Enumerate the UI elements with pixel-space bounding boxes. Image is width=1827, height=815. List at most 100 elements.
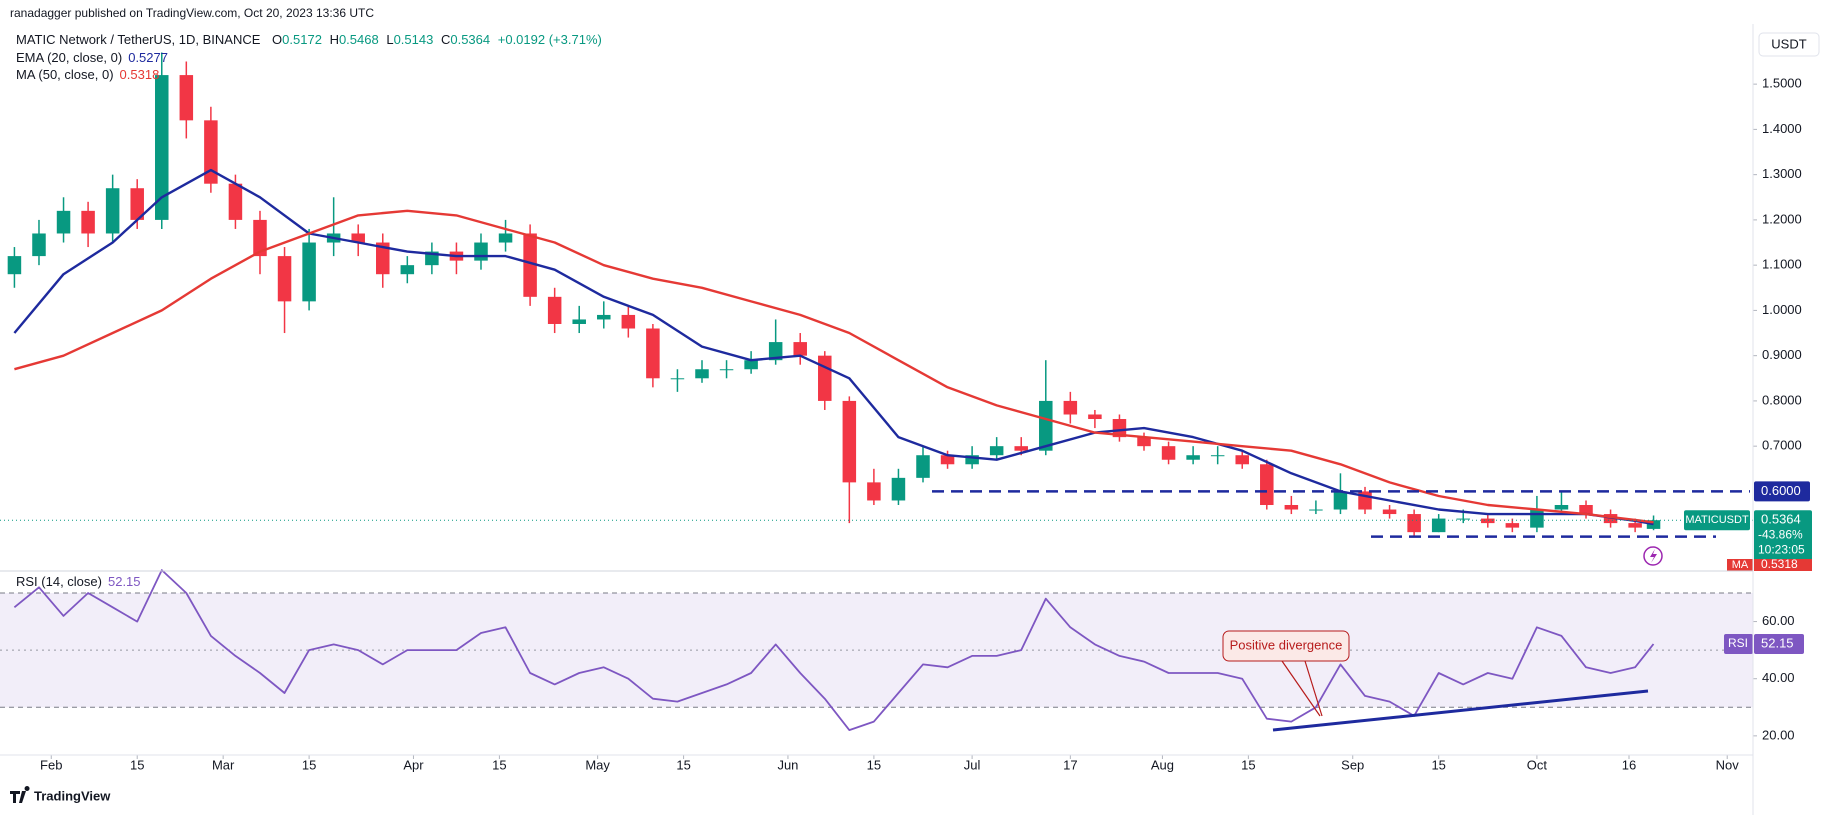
candle-body: [547, 296, 562, 324]
x-tick-label: 15: [676, 757, 690, 772]
y-tick-label: 0.8000: [1762, 392, 1802, 407]
y-tick-label: 1.4000: [1762, 121, 1802, 136]
alert-icon[interactable]: [1643, 546, 1663, 566]
rsi-value-tag: [1754, 634, 1804, 654]
x-tick-label: 15: [1431, 757, 1445, 772]
ma-tag-label: MA: [1732, 559, 1749, 571]
candle-body: [1382, 509, 1397, 515]
candle-body: [1161, 446, 1176, 460]
ohlc-key: H: [330, 32, 339, 47]
candle-body: [474, 242, 488, 261]
candle-body: [842, 400, 857, 483]
ohlc-key: L: [386, 32, 393, 47]
ema-name: EMA (20, close, 0): [16, 50, 122, 65]
symbol-tag-label: MATICUSDT: [1685, 514, 1749, 526]
candle-body: [1112, 419, 1127, 438]
level-tag-label: 0.6000: [1761, 483, 1801, 498]
candle-body: [155, 75, 169, 220]
candle-body: [744, 360, 758, 370]
candle-body: [621, 314, 636, 329]
publish-info: ranadagger published on TradingView.com,…: [10, 6, 374, 20]
x-tick-label: Jun: [777, 757, 798, 772]
candle-body: [768, 342, 783, 361]
candle-body: [1014, 446, 1028, 451]
currency-button[interactable]: [1758, 32, 1820, 57]
y-tick-label: 1.0000: [1762, 302, 1802, 317]
price-tag-change: -43.86%: [1758, 527, 1803, 541]
ma-value-tag: [1754, 559, 1812, 571]
candle-body: [572, 319, 586, 324]
price-tag-price: 0.5364: [1761, 512, 1801, 527]
plot-layer: 0.7000 0.8000 0.9000 1.0000 1.1000 1.2000 1.30…: [0, 52, 1812, 772]
candle-body: [400, 265, 415, 275]
candle-body: [646, 328, 660, 379]
level-tag: [1754, 481, 1810, 502]
y-tick-label: 40.00: [1762, 670, 1795, 685]
ohlc-key: C: [441, 32, 450, 47]
candle-body: [1505, 523, 1520, 528]
rsi-value-tag-label: 52.15: [1761, 635, 1794, 650]
ohlc-value: 0.5468: [339, 32, 379, 47]
footer-brand: TradingView: [34, 788, 111, 803]
x-tick-label: 15: [867, 757, 881, 772]
rsi-name: RSI (14, close): [16, 574, 102, 589]
candle-body: [277, 256, 292, 302]
annotation-text: Positive divergence: [1230, 637, 1343, 652]
candle-body: [1646, 520, 1661, 529]
ema-legend: EMA (20, close, 0) 0.5277: [16, 50, 168, 65]
candle-body: [1088, 414, 1102, 420]
candle-body: [302, 242, 316, 302]
candle-body: [719, 369, 734, 371]
candle-body: [818, 355, 832, 401]
candle-body: [1407, 514, 1421, 533]
x-tick-label: Oct: [1527, 757, 1548, 772]
ohlc-key: O: [272, 32, 282, 47]
ohlc-value: 0.5143: [394, 32, 434, 47]
price-tag-countdown: 10:23:05: [1758, 542, 1805, 556]
ma-value-label: 0.5318: [1761, 557, 1798, 571]
alert-bolt: [1650, 549, 1657, 563]
candle-body: [1309, 509, 1323, 511]
x-tick-label: Jul: [964, 757, 981, 772]
line-series: [14, 209, 1654, 524]
x-tick-label: 16: [1622, 757, 1636, 772]
x-tick-label: Apr: [403, 757, 424, 772]
ohlc-value: 0.5172: [282, 32, 322, 47]
y-tick-label: 1.1000: [1762, 257, 1802, 272]
candle-body: [891, 477, 906, 501]
candle-body: [670, 378, 685, 380]
y-tick-label: 0.7000: [1762, 438, 1802, 453]
rsi-name-tag-label: RSI: [1728, 636, 1748, 650]
y-tick-label: 1.2000: [1762, 211, 1802, 226]
candle-body: [916, 455, 930, 478]
candle-body: [1554, 505, 1569, 510]
candle-body: [695, 369, 709, 379]
candle-body: [965, 455, 979, 465]
candle-body: [1628, 523, 1642, 528]
y-tick-label: 60.00: [1762, 613, 1795, 628]
x-tick-label: 17: [1063, 757, 1077, 772]
candle-body: [105, 188, 120, 234]
candle-body: [1456, 518, 1470, 520]
candle-body: [989, 446, 1004, 456]
ma-legend: MA (50, close, 0) 0.5318: [16, 67, 159, 82]
currency-label[interactable]: USDT: [1771, 36, 1806, 51]
candle-body: [793, 342, 807, 356]
divergence-arrow: [1281, 660, 1321, 717]
candle-body: [7, 256, 22, 275]
candle-body: [1481, 518, 1495, 524]
candle-body: [1284, 505, 1299, 510]
candle-body: [597, 314, 611, 320]
candle-body: [1210, 455, 1225, 457]
candle-body: [867, 482, 881, 501]
symbol-tag: [1684, 510, 1750, 531]
line-series: [13, 569, 1655, 731]
candle-body: [130, 188, 144, 220]
x-tick-label: Sep: [1341, 757, 1364, 772]
candle-body: [351, 233, 365, 243]
candle-body: [1431, 518, 1446, 533]
x-tick-label: Mar: [212, 757, 235, 772]
x-tick-label: May: [585, 757, 610, 772]
